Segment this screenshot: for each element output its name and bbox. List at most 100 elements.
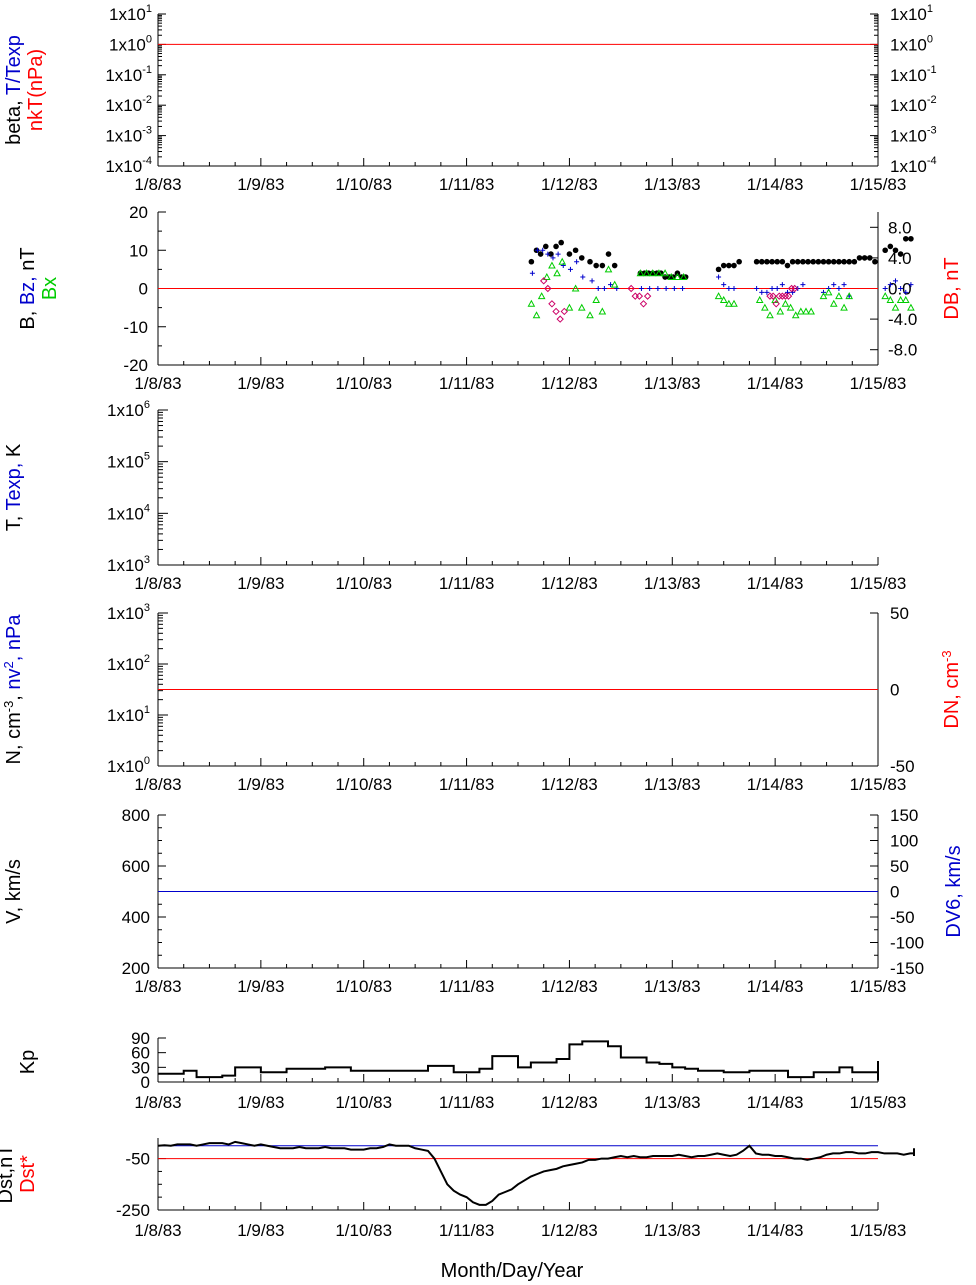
y-axis-label-part: , xyxy=(3,690,25,701)
bfield-point-db xyxy=(784,292,793,300)
beta-y-right-tick-label: 1x10-2 xyxy=(890,94,937,115)
bfield-point-bx xyxy=(548,261,556,269)
bfield-point-b xyxy=(830,258,837,265)
bfield-point-b xyxy=(897,251,904,257)
kp-x-tick-label: 1/10/83 xyxy=(335,1093,392,1112)
bfield-point-db xyxy=(631,292,639,300)
bfield-point-bx xyxy=(586,311,594,319)
bfield-point-b xyxy=(861,255,868,261)
bfield-point-b xyxy=(866,255,873,261)
bfield-y-tick-label: 20 xyxy=(129,203,148,222)
kp-y-tick-label: 90 xyxy=(131,1029,150,1048)
bfield-point-bx xyxy=(761,303,769,311)
beta-y-tick-label: 1x100 xyxy=(109,33,152,54)
bfield-point-bx xyxy=(891,303,900,311)
density-y-tick-label-base: 1x10 xyxy=(107,604,144,623)
bfield-point-bx xyxy=(542,272,551,281)
temp-x-tick-label: 1/9/83 xyxy=(237,574,284,593)
beta-x-tick-label: 1/8/83 xyxy=(134,175,181,194)
beta-x-tick-label: 1/14/83 xyxy=(747,175,804,194)
bfield-point-bx xyxy=(598,307,607,315)
bfield-point-bx xyxy=(679,272,688,281)
bfield-point-bz xyxy=(769,286,775,291)
bfield-point-bz xyxy=(831,282,837,288)
dst-x-tick-label: 1/10/83 xyxy=(335,1221,392,1240)
temp-x-tick-label: 1/12/83 xyxy=(541,574,598,593)
bfield-point-db xyxy=(627,284,635,293)
density-y-right-tick-label: 50 xyxy=(890,604,909,623)
velocity-x-tick-label: 1/13/83 xyxy=(644,977,701,996)
bfield-point-bz xyxy=(608,282,614,288)
density-x-tick-label: 1/12/83 xyxy=(541,775,598,794)
bfield-point-bz xyxy=(882,286,888,291)
kp-x-tick-label: 1/11/83 xyxy=(439,1093,494,1112)
y-axis-label-part: Dst* xyxy=(17,1155,39,1193)
bfield-point-db xyxy=(544,284,552,293)
density-y-tick-label: 1x101 xyxy=(107,704,150,725)
bfield-point-bx xyxy=(886,295,895,303)
bfield-point-db xyxy=(769,292,777,300)
bfield-point-b xyxy=(794,258,801,265)
bfield-point-db xyxy=(775,292,783,300)
density-y-right-tick-label: 0 xyxy=(890,681,899,700)
bfield-point-bz xyxy=(731,286,737,291)
bfield-x-tick-label: 1/10/83 xyxy=(335,374,392,393)
y-axis-label-part: V, km/s xyxy=(3,859,25,924)
bfield-x-tick-label: 1/11/83 xyxy=(439,374,494,393)
bfield-point-b xyxy=(566,251,573,257)
beta-y-tick-label-exp: -4 xyxy=(142,155,152,167)
bfield-point-b xyxy=(815,258,822,265)
bfield-point-bz xyxy=(663,286,669,291)
bfield-point-bx xyxy=(766,311,774,319)
bfield-point-db xyxy=(639,300,648,308)
bfield-point-bx xyxy=(776,307,785,315)
y-axis-label-part: nT xyxy=(17,247,39,270)
bfield-point-bx xyxy=(781,299,790,307)
bfield-point-b xyxy=(800,258,806,265)
x-axis-title: Month/Day/Year xyxy=(441,1260,584,1282)
y-axis-label-part: DN, cm xyxy=(941,662,963,729)
temp-y-tick-label-exp: 4 xyxy=(144,502,150,514)
bfield-x-tick-label: 1/14/83 xyxy=(747,374,804,393)
beta-y-tick-label-base: 1x10 xyxy=(105,66,142,85)
bfield-x-tick-label: 1/13/83 xyxy=(644,374,701,393)
bfield-y-right-tick-label: 8.0 xyxy=(888,218,912,237)
density-x-tick-label: 1/10/83 xyxy=(335,775,392,794)
beta-y-right-tick-label-exp: -1 xyxy=(927,64,937,76)
bfield-point-b xyxy=(769,258,775,265)
velocity-x-tick-label: 1/12/83 xyxy=(541,977,598,996)
bfield-y-right-tick-label: -8.0 xyxy=(888,341,917,360)
beta-y-right-tick-label-exp: -2 xyxy=(927,94,937,106)
y-axis-label: B, Bz, nT xyxy=(17,247,39,329)
bfield-point-bx xyxy=(553,269,561,277)
velocity-y-right-tick-label: -100 xyxy=(890,934,924,953)
bfield-point-b xyxy=(593,262,599,269)
temp-y-tick-label-base: 1x10 xyxy=(107,453,144,472)
velocity-y-tick-label: 200 xyxy=(122,959,150,978)
bfield-point-b xyxy=(605,251,612,257)
bfield-point-db xyxy=(548,300,556,308)
velocity-y-right-tick-label: 50 xyxy=(890,857,909,876)
dst-x-tick-label: 1/11/83 xyxy=(439,1221,494,1240)
temp-x-tick-label: 1/11/83 xyxy=(439,574,494,593)
bfield-y-tick-label: -20 xyxy=(123,356,148,375)
bfield-point-db xyxy=(772,300,780,308)
bfield-point-bz xyxy=(892,278,898,284)
bfield-point-b xyxy=(908,235,914,242)
bfield-point-bz xyxy=(841,282,847,288)
temp-y-tick-label: 1x104 xyxy=(107,502,150,523)
density-y-tick-label-exp: 3 xyxy=(144,602,150,614)
temp-y-tick-label: 1x103 xyxy=(107,554,150,575)
beta-y-tick-label-base: 1x10 xyxy=(109,5,146,24)
bfield-point-bx xyxy=(845,292,854,300)
beta-y-tick-label-base: 1x10 xyxy=(109,35,146,54)
bfield-point-bz xyxy=(754,286,760,291)
density-x-tick-label: 1/8/83 xyxy=(134,775,181,794)
bfield-point-bx xyxy=(907,303,915,311)
bfield-point-bz xyxy=(726,286,732,291)
density-y-tick-label-exp: 1 xyxy=(144,704,150,716)
bfield-point-bz xyxy=(800,282,806,288)
y-axis-label-part: N, cm xyxy=(3,712,25,764)
bfield-y-tick-label: 10 xyxy=(129,241,148,260)
